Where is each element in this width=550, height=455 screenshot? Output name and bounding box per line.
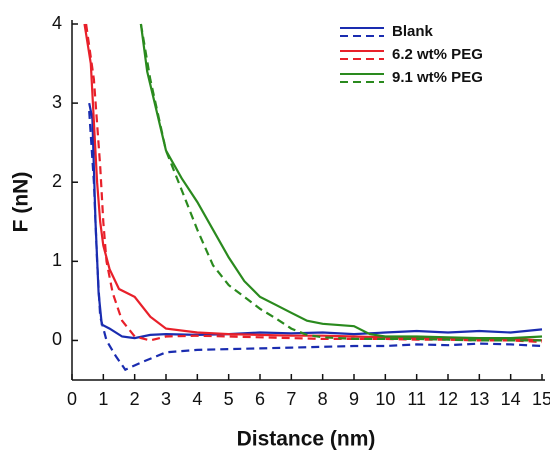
y-tick-label: 2	[52, 171, 62, 191]
x-axis-label: Distance (nm)	[237, 428, 376, 451]
force-curve	[88, 102, 543, 340]
force-curve	[139, 23, 543, 340]
x-tick-label: 3	[161, 389, 171, 409]
y-tick-label: 4	[52, 13, 62, 33]
x-tick-label: 6	[255, 389, 265, 409]
x-tick-label: 10	[375, 389, 395, 409]
legend-label: 9.1 wt% PEG	[392, 69, 483, 86]
x-tick-label: 5	[224, 389, 234, 409]
x-tick-label: 2	[130, 389, 140, 409]
y-axis-label: F (nN)	[10, 172, 33, 233]
x-tick-label: 9	[349, 389, 359, 409]
force-curve	[83, 23, 543, 342]
force-curve	[88, 110, 543, 372]
y-tick-label: 3	[52, 92, 62, 112]
x-tick-label: 0	[67, 389, 77, 409]
x-tick-label: 15	[532, 389, 550, 409]
y-tick-label: 1	[52, 250, 62, 270]
x-tick-label: 14	[501, 389, 521, 409]
y-tick-label: 0	[52, 329, 62, 349]
force-curve	[139, 23, 542, 342]
x-tick-label: 11	[407, 389, 426, 409]
legend-label: 6.2 wt% PEG	[392, 46, 483, 63]
legend-label: Blank	[392, 23, 434, 40]
x-tick-label: 13	[469, 389, 489, 409]
x-tick-label: 7	[286, 389, 296, 409]
x-tick-label: 8	[318, 389, 328, 409]
x-tick-label: 4	[192, 389, 202, 409]
x-tick-label: 12	[438, 389, 458, 409]
x-tick-label: 1	[98, 389, 108, 409]
